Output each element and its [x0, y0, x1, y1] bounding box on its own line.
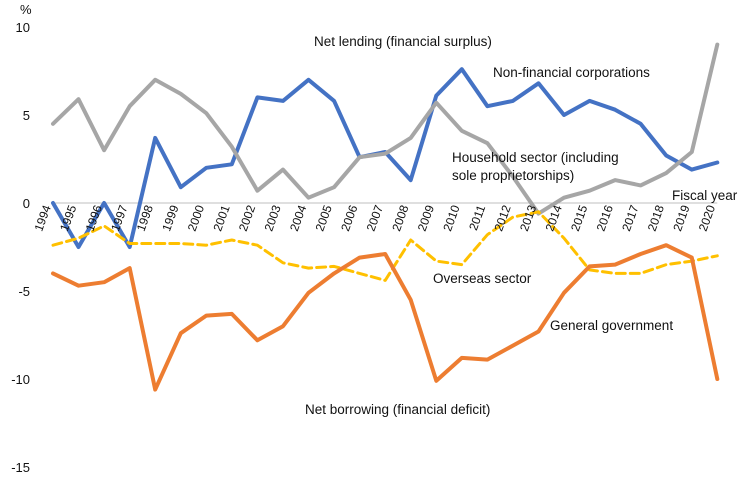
y-tick-label: -15 [11, 460, 30, 475]
series-line-general-government [51, 243, 720, 392]
y-tick-label: 10 [16, 20, 30, 35]
x-tick-label: 2009 [415, 203, 437, 233]
government-annotation: General government [550, 318, 673, 333]
y-unit-label: % [20, 2, 32, 17]
y-tick-label: 0 [23, 196, 30, 211]
x-tick-label: 2001 [210, 203, 232, 233]
x-tick-label: 2018 [645, 203, 667, 233]
net-lending-annotation: Net lending (financial surplus) [314, 34, 492, 49]
x-tick-label: 2010 [440, 203, 462, 233]
y-tick-label: 5 [23, 108, 30, 123]
x-axis: 1994 1995 1996 1997 1998 1999 2000 2001 2002 2003… [32, 203, 719, 233]
x-tick-label: 1997 [108, 203, 130, 233]
x-tick-label: 2000 [185, 203, 207, 233]
annotations: % Net lending (financial surplus) Non-fi… [20, 2, 738, 417]
y-tick-label: -5 [18, 284, 30, 299]
fiscal-year-label: Fiscal year [672, 188, 738, 203]
x-tick-label: 1999 [159, 203, 181, 233]
series-line-household-sector-including-sole-proprietorships [51, 42, 720, 216]
x-tick-label: 2003 [261, 203, 283, 233]
household-annotation-line1: Household sector (including [452, 150, 619, 165]
net-borrowing-annotation: Net borrowing (financial deficit) [305, 402, 490, 417]
x-tick-label: 2006 [338, 203, 360, 233]
y-axis: 10 5 0 -5 -10 -15 [11, 20, 30, 475]
x-tick-label: 2005 [313, 203, 335, 233]
x-tick-label: 2008 [389, 203, 411, 233]
x-tick-label: 1995 [57, 203, 79, 233]
x-tick-label: 2007 [364, 203, 386, 233]
x-tick-label: 2015 [568, 203, 590, 233]
x-tick-label: 2017 [619, 203, 641, 233]
x-tick-label: 2019 [670, 203, 692, 233]
non-financial-annotation: Non-financial corporations [493, 65, 650, 80]
series-layer [51, 42, 720, 392]
x-tick-label: 2020 [696, 203, 718, 233]
series-line-overseas-sector [51, 210, 719, 282]
household-annotation-line2: sole proprietorships) [452, 168, 574, 183]
y-tick-label: -10 [11, 372, 30, 387]
x-tick-label: 2016 [594, 203, 616, 233]
overseas-annotation: Overseas sector [433, 271, 532, 286]
x-tick-label: 1994 [32, 203, 54, 233]
x-tick-label: 2002 [236, 203, 258, 233]
x-tick-label: 2004 [287, 203, 309, 233]
x-tick-label: 2011 [466, 203, 488, 232]
x-tick-label: 2013 [517, 203, 539, 233]
